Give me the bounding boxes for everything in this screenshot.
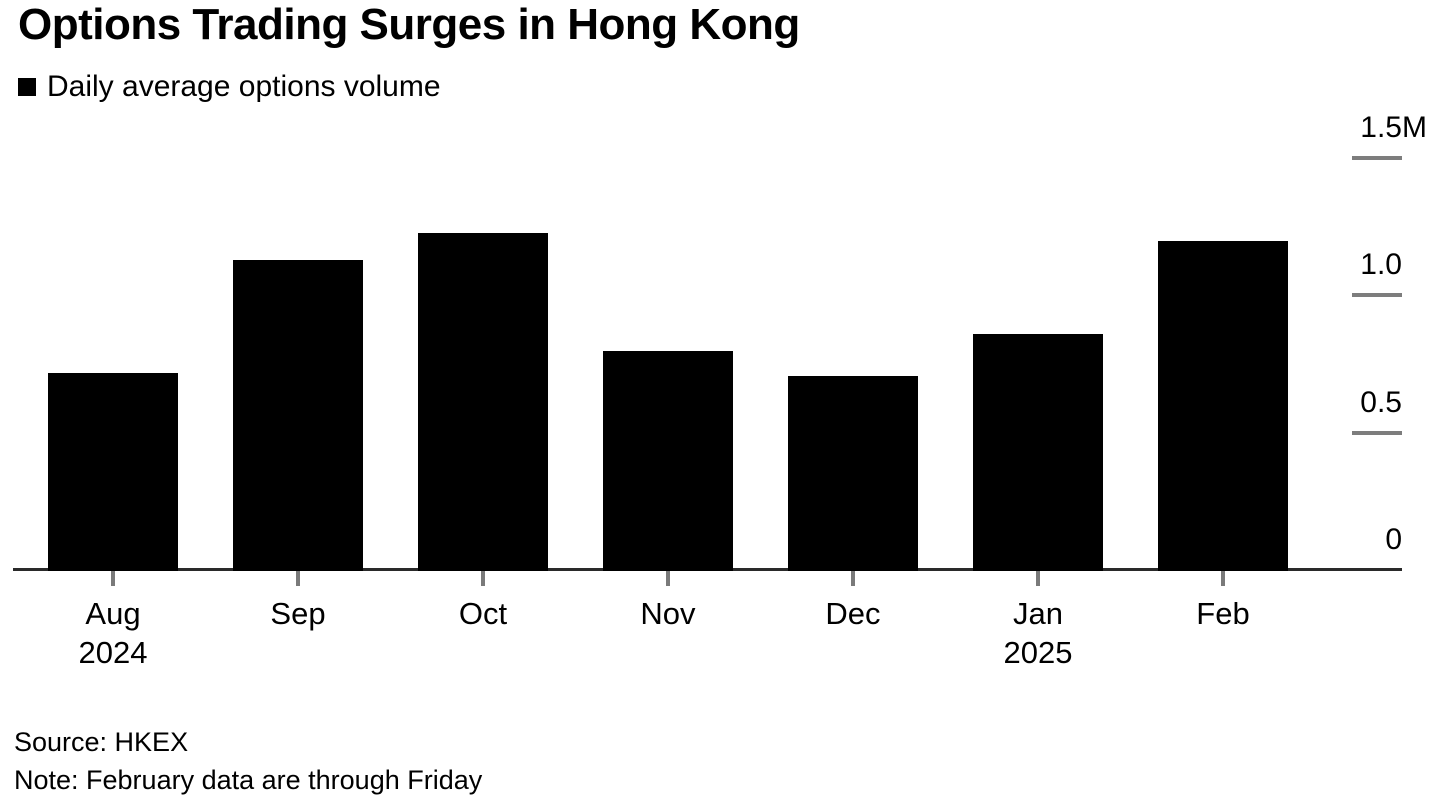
x-tick-dec <box>851 571 855 586</box>
y-label-unit-suffix: M <box>1402 111 1427 144</box>
y-label-1.0: 1.0 <box>1360 248 1402 281</box>
bar-oct <box>418 233 548 571</box>
y-label-0.5: 0.5 <box>1360 386 1402 419</box>
bar-sep <box>233 260 363 571</box>
chart-title: Options Trading Surges in Hong Kong <box>18 0 800 49</box>
legend-swatch-icon <box>18 78 36 96</box>
x-year-label-2024: 2024 <box>78 635 148 670</box>
x-label-oct: Oct <box>458 596 508 631</box>
bar-jan <box>973 334 1103 571</box>
legend: Daily average options volume <box>18 70 441 104</box>
x-year-label-2025: 2025 <box>1003 635 1073 670</box>
bar-nov <box>603 351 733 571</box>
y-tick-dash-1.0 <box>1352 293 1402 297</box>
legend-label: Daily average options volume <box>47 70 441 103</box>
x-tick-jan <box>1036 571 1040 586</box>
bar-aug <box>48 373 178 571</box>
x-label-sep: Sep <box>270 596 326 631</box>
x-label-nov: Nov <box>640 596 696 631</box>
y-tick-dash-0.5 <box>1352 431 1402 435</box>
x-tick-sep <box>296 571 300 586</box>
bar-dec <box>788 376 918 571</box>
x-label-dec: Dec <box>825 596 881 631</box>
x-tick-aug <box>111 571 115 586</box>
plot-area: Aug 2024 Sep Oct Nov Dec Jan 2025 Feb 1.5 M 1.0 0.5 0 <box>13 111 1427 670</box>
note-text: Note: February data are through Friday <box>14 765 483 795</box>
x-label-feb: Feb <box>1196 596 1250 631</box>
y-tick-dash-1.5 <box>1352 156 1402 160</box>
y-label-0: 0 <box>1385 523 1402 556</box>
x-label-aug: Aug <box>85 596 141 631</box>
source-text: Source: HKEX <box>14 727 189 757</box>
x-tick-oct <box>481 571 485 586</box>
x-tick-nov <box>666 571 670 586</box>
x-label-jan: Jan <box>1013 596 1063 631</box>
bar-feb <box>1158 241 1288 571</box>
x-tick-feb <box>1221 571 1225 586</box>
y-label-1.5: 1.5 M <box>1360 111 1427 144</box>
footer: Source: HKEX Note: February data are thr… <box>14 723 482 799</box>
